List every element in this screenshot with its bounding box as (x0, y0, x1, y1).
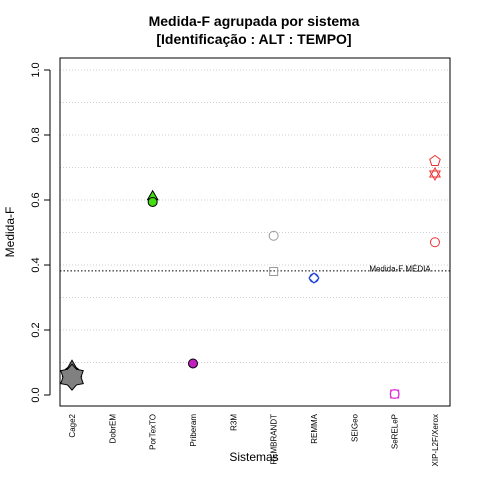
data-point (429, 154, 441, 166)
data-point (428, 170, 442, 181)
y-tick-label: 0.2 (30, 322, 42, 337)
x-tick-label: REMBRANDT (270, 414, 279, 465)
data-point (389, 389, 400, 400)
data-point (308, 273, 319, 283)
y-axis-label: Medida-F (3, 207, 17, 258)
y-tick-label: 0.0 (30, 387, 42, 402)
x-tick-label: SEIGeo (350, 413, 359, 442)
grid (60, 69, 450, 363)
reference-line-label: Medida-F MÉDIA (369, 264, 431, 273)
y-tick-label: 0.4 (30, 257, 42, 272)
plot-frame (59, 57, 451, 407)
data-point (269, 267, 279, 276)
chart-subtitle: [Identificação : ALT : TEMPO] (156, 31, 351, 47)
x-tick-label: PorTexTO (149, 414, 158, 450)
x-axis-label: Sistemas (229, 450, 278, 464)
y-tick-label: 1.0 (30, 62, 42, 77)
data-point (428, 167, 442, 178)
x-tick-label: XIP-L2F/Xerox (431, 414, 440, 466)
x-tick-label: R3M (229, 414, 238, 431)
chart-title: Medida-F agrupada por sistema (149, 13, 360, 29)
x-tick-label: Priberam (189, 414, 198, 447)
x-tick-label: SeRELeP (391, 414, 400, 449)
data-point (187, 358, 198, 369)
data-point (308, 272, 320, 284)
data-point (147, 196, 158, 207)
data-point (268, 230, 279, 241)
y-tick-label: 0.6 (30, 192, 42, 207)
x-axis: Cage2 DobrEM PorTexTO Priberam R3M REMBRANDT R… (68, 413, 440, 466)
x-tick-label: Cage2 (68, 413, 77, 437)
data-point (60, 363, 84, 391)
y-tick-label: 0.8 (30, 127, 42, 142)
data-point (429, 237, 440, 248)
x-tick-label: DobrEM (108, 414, 117, 444)
data-points (60, 154, 442, 400)
y-axis: 0.0 0.2 0.4 0.6 0.8 1.0 (30, 62, 51, 403)
data-point (390, 389, 400, 399)
x-tick-label: REMMA (310, 413, 319, 443)
